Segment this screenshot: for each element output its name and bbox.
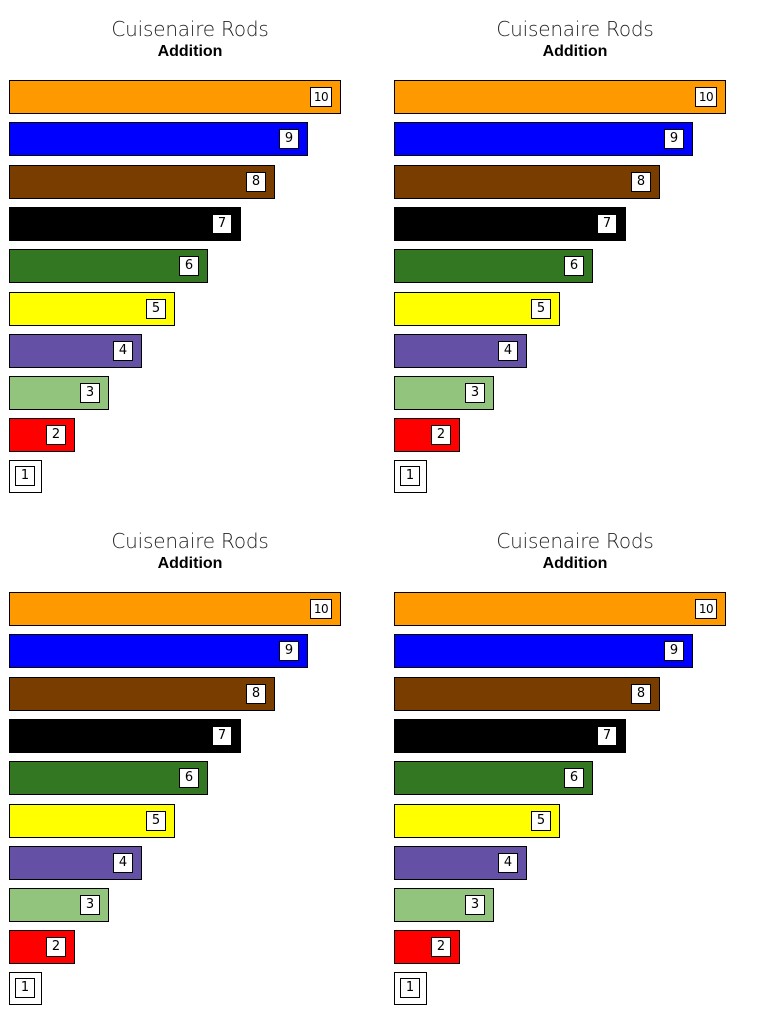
rod-7: 7 [394,718,626,753]
rod-label: 6 [179,256,199,277]
rod-5: 5 [9,803,175,838]
rod-2: 2 [9,418,75,453]
rod-label: 1 [400,465,420,486]
rod-label: 1 [15,465,35,486]
rod-label: 7 [597,213,617,234]
rod-7: 7 [9,718,241,753]
rod-label: 5 [146,810,166,831]
rod-label: 1 [15,977,35,998]
rod-label: 8 [631,171,651,192]
rod-1: 1 [394,459,427,493]
rod-10: 10 [9,80,341,114]
rod-label: 9 [279,129,299,150]
rod-label: 2 [46,937,66,958]
rod-3: 3 [394,376,494,411]
panel-title: Cuisenaire Rods Addition [20,16,360,62]
rod-label: 9 [664,641,684,662]
rod-3: 3 [9,376,109,411]
rod-label: 10 [310,87,332,107]
rod-8: 8 [9,676,275,711]
rod-6: 6 [394,249,593,284]
rod-label: 7 [597,725,617,746]
rod-7: 7 [394,206,626,241]
rod-panel-top-left: Cuisenaire Rods Addition 10 9 8 7 6 5 4 3 2 1 [9,16,360,516]
rod-label: 2 [431,425,451,446]
rod-label: 4 [113,852,133,873]
rod-4: 4 [394,333,527,368]
rod-label: 6 [564,768,584,789]
rod-4: 4 [9,333,142,368]
rod-label: 4 [113,340,133,361]
panel-title-text: Cuisenaire Rods [111,17,269,41]
rod-10: 10 [394,80,726,114]
rod-label: 10 [695,599,717,619]
panel-subtitle: Addition [157,43,223,60]
rod-9: 9 [394,634,693,669]
rod-3: 3 [394,888,494,923]
rod-label: 5 [146,298,166,319]
rod-1: 1 [9,459,42,493]
rod-4: 4 [9,845,142,880]
rod-label: 3 [465,895,485,916]
rod-label: 8 [246,683,266,704]
rod-panel-bottom-left: Cuisenaire Rods Addition 10 9 8 7 6 5 4 3 2 1 [9,528,360,1028]
rod-label: 6 [179,768,199,789]
panel-title-text: Cuisenaire Rods [111,529,269,553]
rod-8: 8 [394,164,660,199]
panel-subtitle: Addition [542,555,608,572]
rod-10: 10 [9,592,341,626]
rod-1: 1 [9,971,42,1005]
rod-label: 7 [212,213,232,234]
rod-label: 4 [498,340,518,361]
rod-2: 2 [9,930,75,965]
rod-label: 6 [564,256,584,277]
rod-label: 2 [431,937,451,958]
rod-label: 9 [279,641,299,662]
rod-8: 8 [9,164,275,199]
rod-9: 9 [9,634,308,669]
panel-title-text: Cuisenaire Rods [496,17,654,41]
rod-6: 6 [9,761,208,796]
rod-label: 8 [631,683,651,704]
panel-subtitle: Addition [157,555,223,572]
rod-label: 5 [531,810,551,831]
panel-subtitle: Addition [542,43,608,60]
rod-5: 5 [394,291,560,326]
rod-5: 5 [394,803,560,838]
rod-label: 2 [46,425,66,446]
panel-title: Cuisenaire Rods Addition [405,528,745,574]
rod-1: 1 [394,971,427,1005]
rod-label: 3 [80,383,100,404]
rod-6: 6 [394,761,593,796]
rod-panel-bottom-right: Cuisenaire Rods Addition 10 9 8 7 6 5 4 3 2 1 [394,528,745,1028]
rod-label: 5 [531,298,551,319]
rod-label: 10 [695,87,717,107]
rod-label: 1 [400,977,420,998]
panel-title-text: Cuisenaire Rods [496,529,654,553]
rod-7: 7 [9,206,241,241]
rod-9: 9 [394,122,693,157]
rod-2: 2 [394,930,460,965]
rod-5: 5 [9,291,175,326]
rod-10: 10 [394,592,726,626]
rod-label: 7 [212,725,232,746]
rod-2: 2 [394,418,460,453]
rod-9: 9 [9,122,308,157]
rod-label: 3 [80,895,100,916]
rod-4: 4 [394,845,527,880]
rod-8: 8 [394,676,660,711]
rod-label: 10 [310,599,332,619]
rod-label: 3 [465,383,485,404]
panel-title: Cuisenaire Rods Addition [20,528,360,574]
rod-6: 6 [9,249,208,284]
rod-label: 4 [498,852,518,873]
panel-title: Cuisenaire Rods Addition [405,16,745,62]
rod-label: 9 [664,129,684,150]
rod-label: 8 [246,171,266,192]
rod-3: 3 [9,888,109,923]
rod-panel-top-right: Cuisenaire Rods Addition 10 9 8 7 6 5 4 3 2 1 [394,16,745,516]
